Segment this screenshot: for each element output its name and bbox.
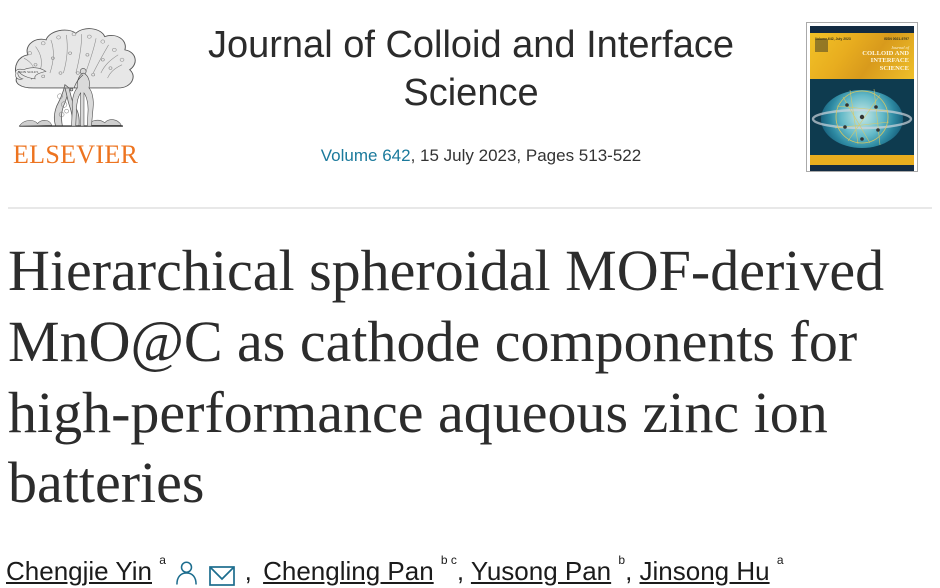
svg-text:NON SOLUS: NON SOLUS: [19, 70, 39, 74]
